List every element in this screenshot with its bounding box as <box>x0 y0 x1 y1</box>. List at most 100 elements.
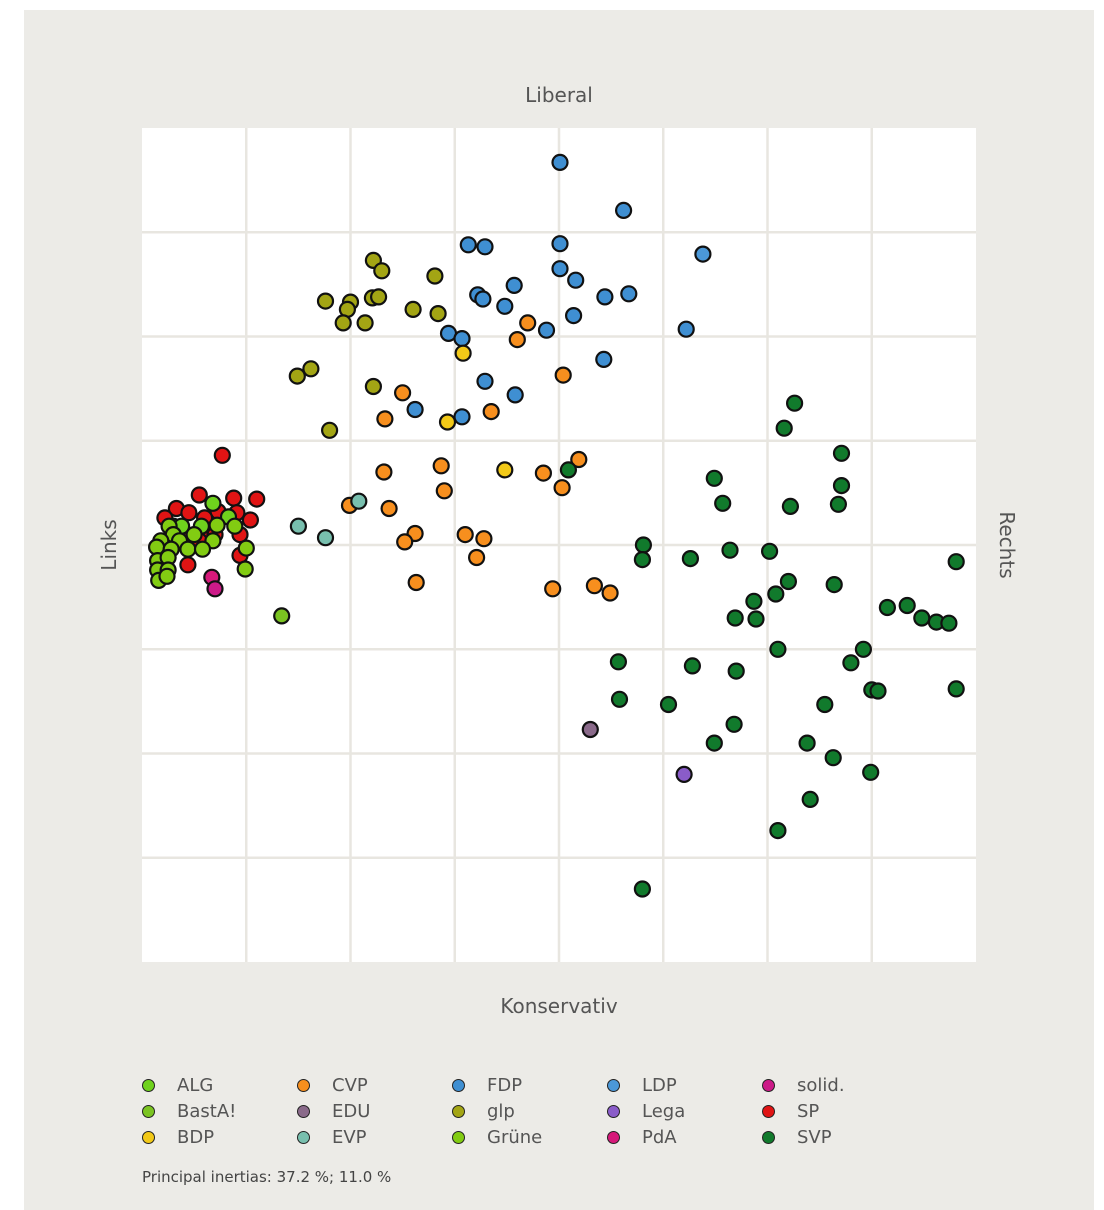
legend-item[interactable]: Grüne <box>450 1124 542 1150</box>
legend-item[interactable]: BastA! <box>140 1098 236 1124</box>
point-cvp[interactable] <box>475 530 493 548</box>
point-glp[interactable] <box>288 367 306 385</box>
point-cvp[interactable] <box>376 410 394 428</box>
point-svp[interactable] <box>760 542 779 560</box>
point-glp[interactable] <box>429 305 447 323</box>
point-fdp[interactable] <box>453 408 471 426</box>
point-svp[interactable] <box>947 680 965 698</box>
point-svp[interactable] <box>878 598 897 617</box>
point-svp[interactable] <box>714 494 732 512</box>
point-fdp[interactable] <box>596 288 614 306</box>
point-svp[interactable] <box>726 609 744 627</box>
point-glp[interactable] <box>302 360 320 378</box>
point-fdp[interactable] <box>551 235 569 253</box>
point-fdp[interactable] <box>505 276 523 294</box>
point-edu[interactable] <box>581 720 599 739</box>
point-evp[interactable] <box>350 492 368 510</box>
point-evp[interactable] <box>316 529 335 547</box>
point-glp[interactable] <box>316 292 335 310</box>
point-svp[interactable] <box>775 419 793 437</box>
point-cvp[interactable] <box>482 403 500 421</box>
point-svp[interactable] <box>559 461 578 479</box>
point-cvp[interactable] <box>396 533 414 551</box>
point-cvp[interactable] <box>394 384 412 402</box>
point-gr-ne[interactable] <box>237 539 255 557</box>
point-svp[interactable] <box>747 610 765 628</box>
point-fdp[interactable] <box>406 400 424 419</box>
point-fdp[interactable] <box>476 238 494 256</box>
point-sp[interactable] <box>225 489 243 507</box>
point-bdp[interactable] <box>454 344 472 362</box>
legend-item[interactable]: Lega <box>605 1098 685 1124</box>
point-svp[interactable] <box>798 734 816 752</box>
point-glp[interactable] <box>404 300 422 318</box>
point-svp[interactable] <box>824 749 842 767</box>
point-cvp[interactable] <box>508 331 526 349</box>
point-fdp[interactable] <box>474 290 492 308</box>
point-fdp[interactable] <box>564 307 583 325</box>
point-svp[interactable] <box>769 640 787 658</box>
point-svp[interactable] <box>725 715 743 733</box>
point-gr-ne[interactable] <box>193 540 212 558</box>
point-svp[interactable] <box>610 690 629 708</box>
point-svp[interactable] <box>816 695 834 714</box>
point-gr-ne[interactable] <box>208 516 226 534</box>
point-cvp[interactable] <box>407 573 425 592</box>
legend-item[interactable]: EVP <box>295 1124 367 1150</box>
point-solid[interactable] <box>206 580 224 598</box>
point-svp[interactable] <box>869 682 887 700</box>
legend-item[interactable]: glp <box>450 1098 515 1124</box>
point-svp[interactable] <box>898 596 916 615</box>
point-cvp[interactable] <box>601 584 619 602</box>
point-fdp[interactable] <box>551 153 569 171</box>
point-fdp[interactable] <box>459 236 477 254</box>
point-fdp[interactable] <box>496 297 514 315</box>
point-glp[interactable] <box>356 314 374 332</box>
point-cvp[interactable] <box>519 314 537 332</box>
point-svp[interactable] <box>659 695 678 714</box>
point-svp[interactable] <box>832 477 851 495</box>
point-sp[interactable] <box>179 556 197 574</box>
legend-item[interactable]: solid. <box>760 1072 845 1098</box>
point-svp[interactable] <box>727 662 745 680</box>
point-cvp[interactable] <box>456 525 474 544</box>
legend-item[interactable]: BDP <box>140 1124 214 1150</box>
point-alg[interactable] <box>204 494 222 512</box>
point-svp[interactable] <box>721 541 739 559</box>
point-sp[interactable] <box>241 511 259 529</box>
point-fdp[interactable] <box>551 260 569 278</box>
point-lega[interactable] <box>675 765 693 784</box>
point-fdp[interactable] <box>506 386 524 404</box>
point-gr-ne[interactable] <box>179 540 197 558</box>
point-svp[interactable] <box>683 657 702 675</box>
point-svp[interactable] <box>609 653 628 671</box>
point-cvp[interactable] <box>435 482 453 500</box>
point-fdp[interactable] <box>476 372 494 390</box>
legend-item[interactable]: LDP <box>605 1072 677 1098</box>
point-fdp[interactable] <box>620 285 638 303</box>
point-svp[interactable] <box>767 585 785 603</box>
point-svp[interactable] <box>779 572 798 591</box>
point-glp[interactable] <box>364 377 382 396</box>
point-cvp[interactable] <box>375 463 393 481</box>
point-svp[interactable] <box>705 734 723 752</box>
point-fdp[interactable] <box>677 320 695 338</box>
point-sp[interactable] <box>180 504 198 522</box>
point-cvp[interactable] <box>554 366 572 384</box>
point-svp[interactable] <box>785 394 804 412</box>
legend-item[interactable]: ALG <box>140 1072 213 1098</box>
point-glp[interactable] <box>321 421 339 439</box>
point-glp[interactable] <box>334 314 352 332</box>
point-svp[interactable] <box>634 536 653 554</box>
point-svp[interactable] <box>825 575 843 594</box>
point-svp[interactable] <box>781 497 800 515</box>
point-fdp[interactable] <box>537 321 556 339</box>
point-cvp[interactable] <box>553 479 571 497</box>
point-svp[interactable] <box>862 763 880 781</box>
point-svp[interactable] <box>842 654 860 672</box>
point-ldp[interactable] <box>694 245 712 263</box>
point-fdp[interactable] <box>453 330 471 348</box>
legend-item[interactable]: SP <box>760 1098 819 1124</box>
point-cvp[interactable] <box>432 457 450 475</box>
point-gr-ne[interactable] <box>236 560 254 578</box>
